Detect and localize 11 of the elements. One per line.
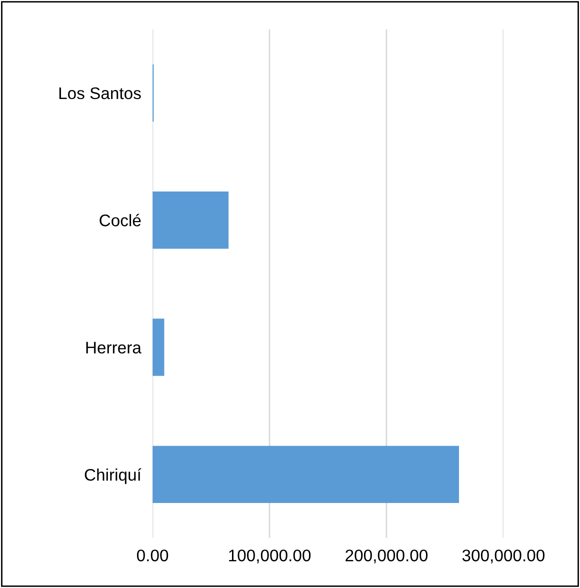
bar: [152, 318, 164, 376]
y-tick-label: Herrera: [86, 342, 142, 354]
bar: [152, 446, 459, 504]
x-tick-label: 300,000.00: [462, 550, 544, 564]
bar: [152, 192, 229, 249]
y-tick-label: Coclé: [100, 214, 141, 226]
y-tick-label: Chiriquí: [84, 468, 142, 484]
x-tick-label: 0.00: [136, 550, 168, 562]
y-tick-label: Los Santos: [59, 87, 141, 100]
x-tick-label: 200,000.00: [346, 550, 428, 564]
x-tick-label: 100,000.00: [229, 550, 311, 564]
